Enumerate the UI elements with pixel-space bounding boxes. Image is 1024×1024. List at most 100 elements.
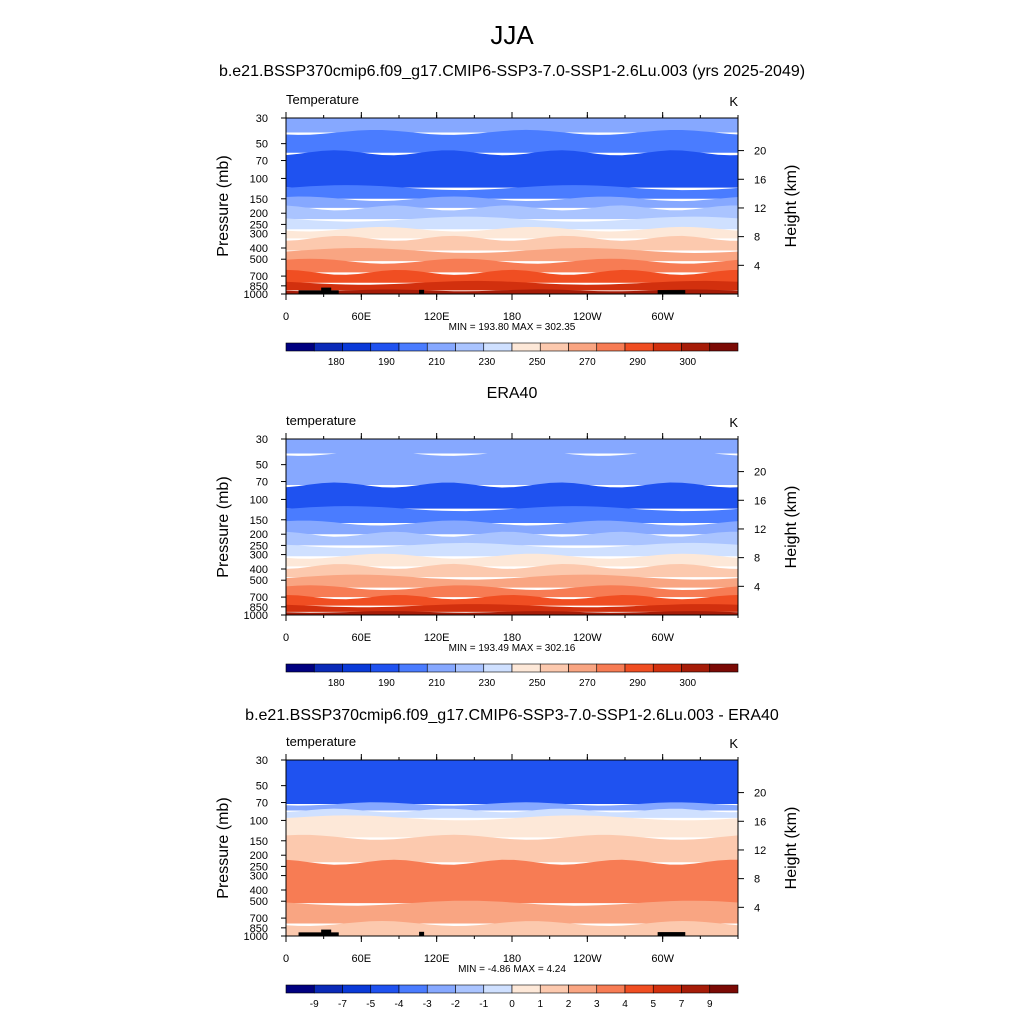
right-axis-title: Height (km)	[783, 486, 800, 569]
y-tick-label: 700	[250, 592, 268, 604]
colorbar-label: 190	[378, 357, 395, 368]
contour-band	[286, 921, 738, 936]
y-tick-label: 500	[250, 254, 268, 266]
x-tick-label: 120W	[573, 953, 602, 965]
x-tick-label: 120E	[424, 632, 450, 644]
contour-band	[286, 574, 738, 588]
contour-band	[286, 802, 738, 811]
height-tick-label: 8	[754, 874, 760, 886]
panel-units: K	[729, 415, 738, 430]
panel-units: K	[729, 736, 738, 751]
y-tick-label: 300	[250, 871, 268, 883]
height-tick-label: 12	[754, 845, 766, 857]
colorbar-swatch	[511, 342, 541, 352]
contour-band	[286, 150, 738, 188]
y-tick-label: 50	[256, 781, 268, 793]
colorbar-swatch	[398, 984, 428, 994]
x-tick-label: 120E	[424, 953, 450, 965]
contour-band	[286, 585, 738, 598]
colorbar-label: 230	[479, 678, 496, 689]
colorbar-swatch	[342, 342, 372, 352]
x-tick-label: 0	[283, 632, 289, 644]
y-tick-label: 50	[256, 460, 268, 472]
colorbar-label: 210	[428, 678, 445, 689]
y-tick-label: 200	[250, 529, 268, 541]
colorbar-swatch	[342, 663, 372, 673]
panel-subtitle-left: temperature	[286, 734, 356, 749]
colorbar-label: -9	[310, 999, 319, 1010]
y-tick-label: 1000	[244, 931, 268, 943]
colorbar-label: 230	[479, 357, 496, 368]
terrain-mask	[298, 290, 339, 294]
colorbar-swatch	[709, 342, 739, 352]
figure-title: JJA	[490, 20, 534, 50]
colorbar-swatch	[483, 663, 513, 673]
panel-subtitle-left: Temperature	[286, 92, 359, 107]
colorbar-label: 290	[629, 678, 646, 689]
colorbar-swatch	[596, 663, 626, 673]
x-tick-label: 120W	[573, 311, 602, 323]
y-tick-label: 300	[250, 229, 268, 241]
contour-band	[286, 604, 738, 612]
x-tick-label: 0	[283, 953, 289, 965]
colorbar-swatch	[285, 984, 315, 994]
x-tick-label: 180	[503, 311, 521, 323]
panel2-title: ERA40	[486, 385, 538, 402]
x-tick-label: 60E	[352, 311, 372, 323]
height-tick-label: 16	[754, 174, 766, 186]
height-tick-label: 12	[754, 203, 766, 215]
contour-band	[286, 815, 738, 838]
x-tick-label: 180	[503, 953, 521, 965]
contour-band	[286, 118, 738, 133]
y-tick-label: 100	[250, 494, 268, 506]
contour-band	[286, 563, 738, 578]
colorbar-swatch	[681, 984, 711, 994]
x-tick-label: 0	[283, 311, 289, 323]
colorbar-swatch	[426, 663, 456, 673]
panel3-title: b.e21.BSSP370cmip6.f09_g17.CMIP6-SSP3-7.…	[245, 707, 779, 724]
colorbar-swatch	[568, 984, 598, 994]
colorbar-label: 270	[579, 357, 596, 368]
contour-band	[286, 439, 738, 454]
colorbar-swatch	[483, 984, 513, 994]
colorbar-swatch	[285, 342, 315, 352]
colorbar-swatch	[652, 984, 682, 994]
y-tick-label: 850	[250, 281, 268, 293]
y-tick-label: 150	[250, 515, 268, 527]
colorbar-swatch	[511, 663, 541, 673]
terrain-mask	[298, 932, 339, 936]
y-tick-label: 150	[250, 836, 268, 848]
colorbar-label: 180	[328, 678, 345, 689]
panel-units: K	[729, 94, 738, 109]
contour-band	[286, 129, 738, 153]
colorbar-swatch	[342, 984, 372, 994]
contour-band	[286, 506, 738, 524]
y-tick-label: 30	[256, 434, 268, 446]
x-tick-label: 60W	[651, 953, 674, 965]
colorbar-swatch	[370, 342, 400, 352]
colorbar-swatch	[313, 663, 343, 673]
colorbar-swatch	[511, 984, 541, 994]
contour-band	[286, 248, 738, 262]
contour-band	[286, 216, 738, 230]
colorbar-label: 2	[566, 999, 572, 1010]
colorbar-swatch	[568, 342, 598, 352]
contour-band	[286, 226, 738, 239]
colorbar-swatch	[539, 984, 569, 994]
colorbar-swatch	[596, 984, 626, 994]
height-tick-label: 12	[754, 524, 766, 536]
colorbar-swatch	[709, 663, 739, 673]
height-tick-label: 8	[754, 553, 760, 565]
colorbar-swatch	[426, 984, 456, 994]
colorbar-swatch	[681, 342, 711, 352]
colorbar-swatch	[455, 984, 485, 994]
colorbar-swatch	[596, 342, 626, 352]
x-tick-label: 60E	[352, 632, 372, 644]
contour-band	[286, 808, 738, 818]
contour-band	[286, 450, 738, 485]
contour-band	[286, 185, 738, 199]
y-tick-label: 30	[256, 113, 268, 125]
y-tick-label: 400	[250, 243, 268, 255]
y-tick-label: 70	[256, 798, 268, 810]
